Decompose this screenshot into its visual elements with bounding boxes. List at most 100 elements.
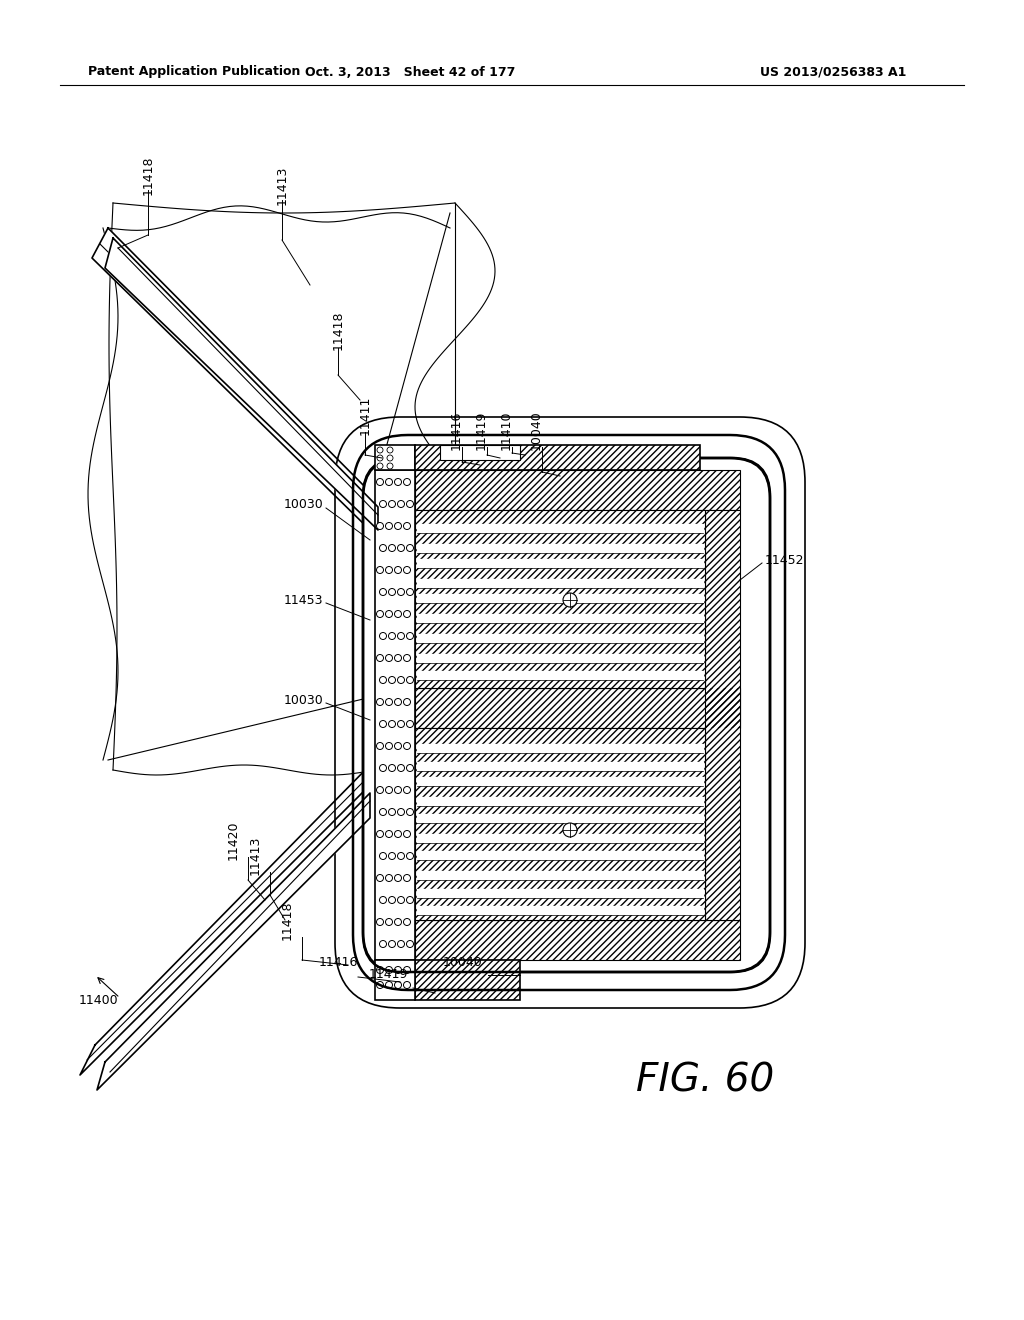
Circle shape bbox=[397, 940, 404, 948]
Circle shape bbox=[377, 982, 384, 989]
Circle shape bbox=[403, 982, 411, 989]
Circle shape bbox=[403, 919, 411, 925]
Circle shape bbox=[407, 500, 414, 507]
Circle shape bbox=[397, 764, 404, 771]
Circle shape bbox=[407, 853, 414, 859]
Text: 11413: 11413 bbox=[275, 165, 289, 205]
Circle shape bbox=[380, 589, 386, 595]
Circle shape bbox=[394, 479, 401, 486]
Circle shape bbox=[397, 500, 404, 507]
Bar bbox=[705, 510, 740, 920]
Text: 11452: 11452 bbox=[765, 553, 805, 566]
Circle shape bbox=[385, 742, 392, 750]
Circle shape bbox=[380, 632, 386, 639]
Circle shape bbox=[397, 589, 404, 595]
Circle shape bbox=[380, 500, 386, 507]
Bar bbox=[415, 729, 705, 920]
Circle shape bbox=[377, 830, 384, 837]
Circle shape bbox=[385, 566, 392, 573]
Circle shape bbox=[387, 455, 393, 461]
Text: 10030: 10030 bbox=[284, 693, 323, 706]
Circle shape bbox=[394, 566, 401, 573]
Text: 11416: 11416 bbox=[450, 411, 463, 450]
Bar bbox=[705, 510, 740, 920]
Circle shape bbox=[397, 676, 404, 684]
Circle shape bbox=[407, 896, 414, 903]
Text: 10040: 10040 bbox=[443, 957, 483, 969]
Circle shape bbox=[377, 610, 384, 618]
Circle shape bbox=[403, 698, 411, 705]
Circle shape bbox=[385, 479, 392, 486]
Circle shape bbox=[388, 896, 395, 903]
Circle shape bbox=[377, 455, 383, 461]
Circle shape bbox=[377, 919, 384, 925]
Text: US 2013/0256383 A1: US 2013/0256383 A1 bbox=[760, 66, 906, 78]
Circle shape bbox=[385, 698, 392, 705]
Circle shape bbox=[388, 940, 395, 948]
Circle shape bbox=[377, 966, 384, 974]
Circle shape bbox=[394, 655, 401, 661]
Bar bbox=[415, 688, 740, 729]
Circle shape bbox=[377, 566, 384, 573]
Text: 10030: 10030 bbox=[284, 499, 323, 511]
Circle shape bbox=[397, 808, 404, 816]
Text: 11418: 11418 bbox=[141, 156, 155, 195]
Text: 11410: 11410 bbox=[500, 411, 513, 450]
Circle shape bbox=[394, 830, 401, 837]
Circle shape bbox=[388, 721, 395, 727]
Bar bbox=[415, 960, 520, 1001]
Bar bbox=[415, 445, 700, 470]
Circle shape bbox=[397, 853, 404, 859]
Circle shape bbox=[394, 787, 401, 793]
Circle shape bbox=[380, 853, 386, 859]
Circle shape bbox=[394, 966, 401, 974]
Circle shape bbox=[403, 479, 411, 486]
Bar bbox=[415, 470, 740, 510]
Circle shape bbox=[394, 874, 401, 882]
Circle shape bbox=[563, 822, 577, 837]
Bar bbox=[415, 445, 700, 470]
Text: 11419: 11419 bbox=[475, 411, 488, 450]
Circle shape bbox=[397, 896, 404, 903]
Text: 11418: 11418 bbox=[281, 900, 294, 940]
Circle shape bbox=[388, 808, 395, 816]
Circle shape bbox=[377, 698, 384, 705]
Circle shape bbox=[407, 721, 414, 727]
Bar bbox=[415, 729, 705, 920]
Circle shape bbox=[397, 721, 404, 727]
Bar bbox=[375, 445, 415, 470]
Text: Patent Application Publication: Patent Application Publication bbox=[88, 66, 300, 78]
Circle shape bbox=[403, 787, 411, 793]
Circle shape bbox=[380, 721, 386, 727]
Circle shape bbox=[403, 655, 411, 661]
Circle shape bbox=[385, 787, 392, 793]
Text: 11400: 11400 bbox=[79, 994, 118, 1006]
Circle shape bbox=[403, 966, 411, 974]
Circle shape bbox=[380, 676, 386, 684]
Circle shape bbox=[394, 919, 401, 925]
Circle shape bbox=[403, 830, 411, 837]
Circle shape bbox=[397, 632, 404, 639]
Circle shape bbox=[377, 479, 384, 486]
Circle shape bbox=[377, 742, 384, 750]
Circle shape bbox=[403, 610, 411, 618]
Circle shape bbox=[380, 940, 386, 948]
Circle shape bbox=[407, 544, 414, 552]
Circle shape bbox=[385, 655, 392, 661]
Text: 11420: 11420 bbox=[227, 820, 240, 859]
Bar bbox=[375, 960, 415, 1001]
Circle shape bbox=[377, 463, 383, 469]
Circle shape bbox=[394, 698, 401, 705]
Bar bbox=[415, 920, 740, 960]
Bar bbox=[440, 445, 520, 459]
Circle shape bbox=[407, 940, 414, 948]
Circle shape bbox=[407, 589, 414, 595]
Bar bbox=[415, 510, 705, 688]
Circle shape bbox=[387, 463, 393, 469]
Circle shape bbox=[385, 874, 392, 882]
Polygon shape bbox=[97, 793, 370, 1090]
Circle shape bbox=[394, 523, 401, 529]
Circle shape bbox=[407, 632, 414, 639]
Bar bbox=[415, 510, 705, 688]
Bar bbox=[375, 470, 415, 960]
